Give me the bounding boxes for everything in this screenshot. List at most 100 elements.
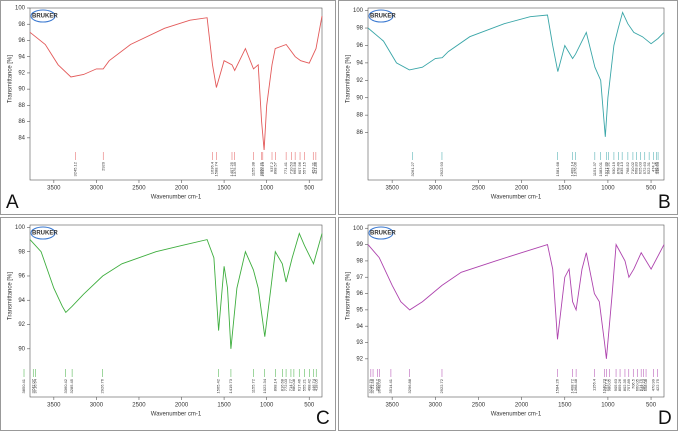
- peak-label: 3360.42: [63, 378, 68, 393]
- peak-label: 3850.41: [21, 378, 26, 393]
- peak-label: 771.41: [283, 161, 288, 174]
- peak-label: 937.2: [269, 161, 274, 172]
- logo-mark: [30, 226, 56, 240]
- panel-letter: C: [316, 408, 330, 429]
- peak-label: 1368.48: [573, 378, 578, 393]
- peak-label: 3285.45: [69, 378, 74, 393]
- peak-label: 660.05: [634, 378, 639, 391]
- y-tick-label: 96: [18, 38, 25, 44]
- plot-frame: [29, 7, 323, 181]
- x-tick-label: 2500: [132, 403, 146, 409]
- x-tick-label: 1500: [217, 186, 231, 192]
- peak-label: 3746.79: [368, 378, 373, 393]
- peak-label: 614.75: [638, 378, 643, 391]
- peak-label: 572.63: [642, 161, 647, 174]
- peak-label: 1409.14: [570, 161, 575, 176]
- plot-frame: [367, 224, 665, 398]
- peak-label: 772.03: [283, 378, 288, 391]
- peak-label: 1376.06: [573, 161, 578, 176]
- peak-label: 555.21: [302, 378, 307, 391]
- y-tick-label: 84: [18, 135, 25, 141]
- x-tick-label: 500: [304, 186, 315, 192]
- y-tick-label: 92: [356, 356, 363, 362]
- x-tick-label: 2500: [472, 186, 486, 192]
- peak-label: 1022.34: [262, 378, 267, 393]
- peak-label: 3245.12: [73, 161, 78, 176]
- y-tick-label: 96: [18, 274, 25, 280]
- peak-label: 2920: [100, 161, 105, 171]
- logo-mark: [30, 9, 56, 23]
- y-tick-label: 94: [18, 54, 25, 60]
- y-tick-label: 94: [18, 298, 25, 304]
- panel-border: [0, 217, 336, 431]
- y-axis-label: Transmittance [%]: [8, 55, 14, 103]
- x-tick-label: 2500: [472, 403, 486, 409]
- x-tick-label: 2000: [175, 403, 189, 409]
- peak-label: 498.42: [306, 378, 311, 391]
- peak-label: 802.35: [622, 378, 627, 391]
- peak-label: 1155.38: [250, 161, 255, 176]
- peak-label: 3296.88: [407, 378, 412, 393]
- y-tick-label: 86: [18, 119, 25, 125]
- y-tick-label: 100: [15, 225, 26, 231]
- y-axis-label: Transmittance [%]: [8, 272, 14, 320]
- peak-label: 1584.26: [555, 378, 560, 393]
- x-tick-label: 3000: [90, 403, 104, 409]
- peak-label: 436.45: [654, 161, 659, 174]
- y-tick-label: 90: [18, 87, 25, 93]
- y-tick-label: 98: [18, 249, 25, 255]
- x-axis-label: Wavenumber cm-1: [151, 195, 202, 201]
- x-tick-label: 2000: [515, 403, 529, 409]
- x-tick-label: 3500: [47, 403, 61, 409]
- peak-label: 668.83: [634, 161, 639, 174]
- peak-label: 1375.49: [232, 161, 237, 176]
- peak-label: 680.08: [291, 378, 296, 391]
- x-tick-label: 1000: [260, 186, 274, 192]
- y-tick-label: 90: [356, 95, 363, 101]
- x-tick-label: 1000: [601, 403, 615, 409]
- peak-label: 1419.73: [228, 378, 233, 393]
- y-tick-label: 94: [356, 324, 363, 330]
- plot-frame: [367, 7, 665, 181]
- peak-label: 898.14: [272, 378, 277, 391]
- peak-label: 994.31: [605, 161, 610, 174]
- peak-label: 1040.23: [601, 378, 606, 393]
- plot-frame: [29, 224, 323, 398]
- peak-label: 757.89: [626, 378, 631, 391]
- y-tick-label: 88: [356, 113, 363, 119]
- peak-label: 586.23: [641, 378, 646, 391]
- logo-mark: [368, 9, 394, 23]
- spectrum-line: [367, 243, 665, 359]
- peak-label: 3721.58: [370, 378, 375, 393]
- y-tick-label: 88: [18, 103, 25, 109]
- peak-label: 835.13: [619, 161, 624, 174]
- peak-label: 617.46: [296, 378, 301, 391]
- peak-label: 1408.72: [570, 378, 575, 393]
- peak-label: 859.26: [617, 378, 622, 391]
- logo-mark: [368, 226, 394, 240]
- panel-border: [0, 0, 336, 215]
- x-tick-label: 500: [646, 403, 657, 409]
- y-tick-label: 92: [18, 70, 25, 76]
- y-tick-label: 100: [353, 8, 364, 14]
- x-tick-label: 1500: [217, 403, 231, 409]
- peak-label: 1407.25: [229, 161, 234, 176]
- peak-label: 3648.03: [376, 378, 381, 393]
- peak-label: 898.57: [272, 161, 277, 174]
- peak-label: 558.08: [643, 378, 648, 391]
- peak-label: 474.2: [650, 161, 655, 172]
- peak-label: 2926.76: [100, 378, 105, 393]
- peak-label: 3668.2: [375, 378, 380, 391]
- spectrum-line: [29, 16, 323, 151]
- y-tick-label: 94: [356, 60, 363, 66]
- peak-label: 1017.89: [603, 161, 608, 176]
- x-axis-label: Wavenumber cm-1: [491, 195, 542, 201]
- x-tick-label: 3000: [90, 186, 104, 192]
- peak-label: 3261.27: [410, 161, 415, 176]
- peak-label: 625.03: [637, 161, 642, 174]
- logo-text: BRUKER: [370, 231, 396, 237]
- panel-border: [338, 0, 678, 215]
- peak-label: 3514.41: [388, 378, 393, 393]
- y-tick-label: 96: [356, 291, 363, 297]
